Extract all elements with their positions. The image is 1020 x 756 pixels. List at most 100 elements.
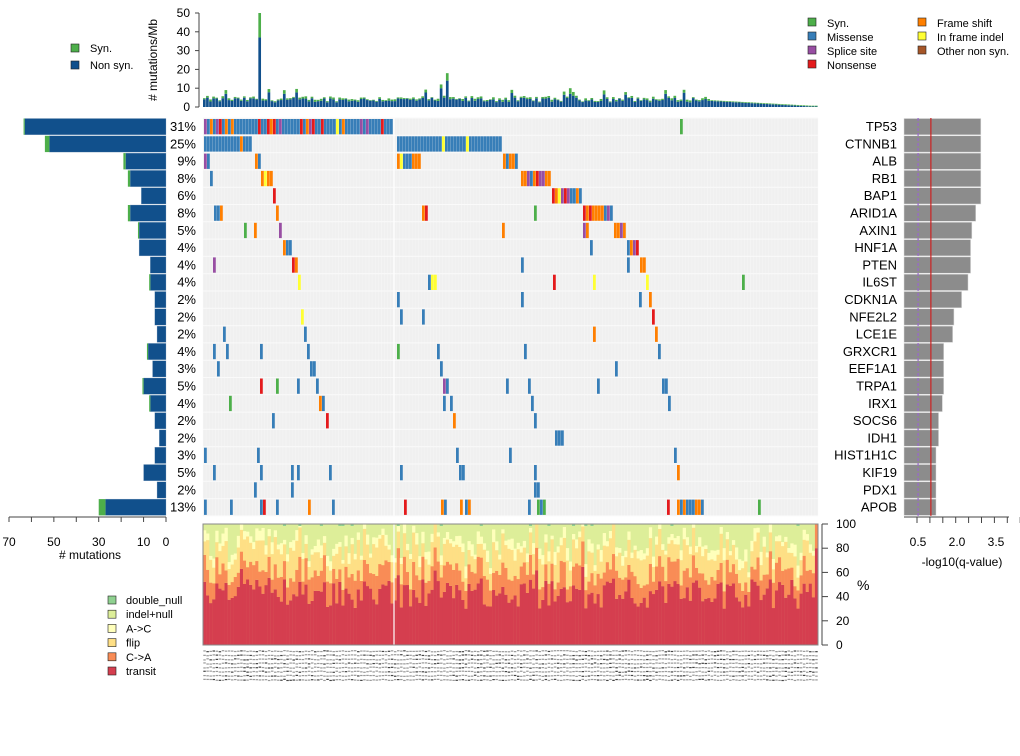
sample-id-label (464, 670, 468, 673)
sample-id-label (427, 671, 431, 673)
sample-id-label (658, 674, 661, 677)
sample-id-label (593, 678, 597, 681)
tmb-bar-syn (436, 98, 440, 101)
tmb-bar-syn (774, 103, 778, 105)
qvalue-bar (903, 343, 944, 360)
sample-id-label (289, 654, 292, 656)
spectrum-legend-swatch (107, 638, 117, 647)
sample-id-label (809, 662, 812, 664)
tmb-bar-nonsyn (510, 93, 514, 107)
gene-count-bar-nonsyn (154, 447, 167, 464)
sample-id-label (643, 666, 646, 669)
oncoprint-cell-ctnnb1 (460, 136, 463, 152)
spectrum-bar-transit (498, 593, 502, 645)
sample-id-label (633, 650, 637, 652)
spectrum-bar-c-to-a (716, 569, 720, 584)
spectrum-bar-transit (535, 570, 539, 645)
sample-id-label (353, 670, 357, 672)
spectrum-bar-transit (778, 582, 782, 645)
sample-id-label (344, 650, 348, 653)
spectrum-bar-c-to-a (381, 565, 385, 585)
sample-id-label (787, 674, 791, 676)
sample-id-label (716, 679, 720, 681)
spectrum-bar-flip (565, 560, 570, 590)
sample-id-label (237, 658, 240, 660)
sample-id-label (277, 679, 280, 681)
spectrum-bar-transit (747, 606, 751, 645)
tmb-legend-label: Syn. (90, 43, 112, 55)
tmb-bar-nonsyn (449, 99, 452, 107)
sample-id-label (261, 662, 265, 664)
tmb-bar-syn (701, 98, 704, 101)
sample-id-label (612, 675, 615, 677)
sample-id-label (212, 675, 215, 677)
sample-id-label (661, 654, 664, 656)
sample-id-label (698, 650, 701, 652)
tmb-y-tick-label: 50 (177, 6, 191, 20)
sample-id-label (673, 675, 677, 677)
sample-id-label (427, 662, 431, 664)
spectrum-bar-flip (507, 548, 511, 580)
spectrum-bar-c-to-a (639, 587, 643, 603)
spectrum-bar-transit (279, 601, 284, 645)
sample-id-label (237, 670, 240, 673)
sample-id-label (397, 667, 400, 669)
sample-id-label (363, 674, 366, 677)
sample-id-label (793, 650, 797, 652)
sample-id-label (636, 663, 640, 665)
sample-id-label (424, 671, 428, 673)
sample-id-label (400, 675, 403, 677)
spectrum-bar-c-to-a (787, 568, 791, 595)
oncoprint-cell-tp53 (231, 119, 234, 135)
sample-id-label (449, 655, 452, 657)
sample-id-label (670, 666, 674, 669)
sample-id-label (516, 650, 520, 652)
tmb-bar-nonsyn (421, 97, 424, 107)
sample-id-label (353, 667, 357, 669)
sample-id-label (437, 654, 440, 656)
spectrum-bar-transit (458, 590, 462, 645)
sample-id-label (606, 650, 609, 652)
sample-id-label (686, 679, 689, 681)
sample-id-label (353, 662, 357, 664)
oncoprint-cell-nfe2l2 (422, 309, 425, 325)
tmb-bar-syn (538, 101, 541, 103)
spectrum-bar-c-to-a (648, 563, 653, 592)
sample-id-label (390, 666, 394, 668)
oncoprint-cell-ctnnb1 (484, 136, 487, 152)
spectrum-bar-c-to-a (445, 561, 450, 583)
tmb-bar-nonsyn (710, 100, 714, 107)
sample-id-label (713, 671, 717, 673)
sample-id-label (292, 675, 295, 677)
spectrum-bar-transit (307, 603, 311, 645)
sample-id-label (397, 663, 400, 665)
sample-id-label (366, 667, 369, 669)
sample-id-label (793, 679, 797, 682)
spectrum-bar-flip (584, 576, 588, 591)
sample-id-label (652, 655, 655, 657)
spectrum-bar-transit (412, 589, 416, 645)
sample-id-label (535, 671, 538, 673)
sample-id-label (375, 666, 378, 669)
sample-id-label (338, 662, 342, 664)
sample-id-label (596, 659, 600, 661)
sample-id-label (338, 667, 342, 669)
oncoprint-cell-pten (640, 257, 643, 273)
sample-id-label (449, 674, 452, 677)
spectrum-bar-flip (661, 549, 665, 567)
sample-id-label (473, 674, 477, 676)
tmb-bar-syn (353, 99, 357, 101)
sample-id-label (526, 654, 529, 656)
tmb-bar-syn (203, 98, 206, 100)
oncoprint-cell-axin1 (586, 222, 589, 239)
tmb-bar-nonsyn (289, 99, 292, 107)
oncoprint-cell-ctnnb1 (237, 136, 240, 152)
spectrum-bar-a-to-c (372, 537, 376, 545)
tmb-bar-nonsyn (664, 93, 667, 107)
sample-id-label (437, 662, 440, 664)
spectrum-bar-a-to-c (565, 548, 570, 561)
sample-id-label (430, 671, 434, 673)
sample-id-label (667, 666, 671, 668)
tmb-bar-syn (276, 99, 280, 101)
spectrum-bar-flip (221, 545, 225, 564)
